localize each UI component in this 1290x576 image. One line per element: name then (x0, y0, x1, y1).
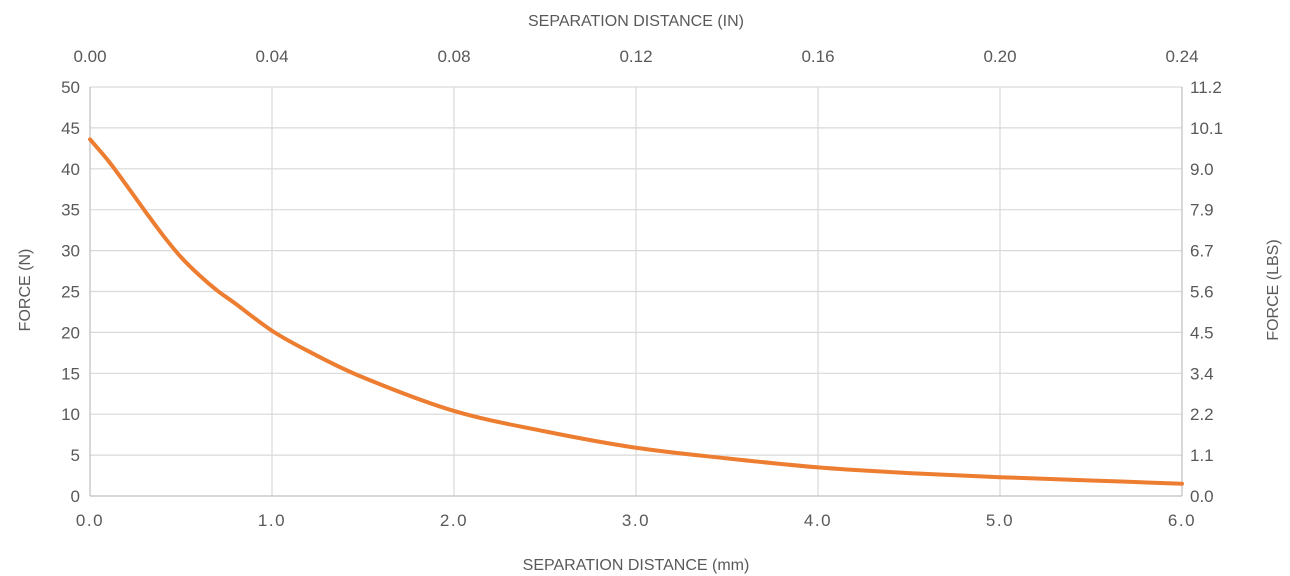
left-tick-label: 40 (61, 160, 80, 179)
left-axis-title: FORCE (N) (17, 249, 34, 332)
bottom-axis-title: SEPARATION DISTANCE (mm) (523, 557, 750, 574)
axes (89, 87, 1183, 497)
left-tick-label: 25 (61, 283, 80, 302)
bottom-tick-label: 0.0 (76, 511, 104, 530)
right-tick-label: 0.0 (1190, 487, 1214, 506)
right-tick-label: 7.9 (1190, 201, 1214, 220)
bottom-tick-label: 4.0 (804, 511, 832, 530)
bottom-tick-label: 6.0 (1168, 511, 1196, 530)
left-tick-label: 20 (61, 323, 80, 342)
right-axis-title: FORCE (LBS) (1265, 239, 1282, 340)
right-tick-label: 11.2 (1190, 78, 1222, 97)
right-tick-label: 1.1 (1190, 446, 1214, 465)
left-tick-label: 0 (71, 487, 80, 506)
left-tick-label: 50 (61, 78, 80, 97)
top-tick-label: 0.16 (801, 47, 834, 66)
left-tick-label: 5 (71, 446, 80, 465)
top-tick-label: 0.04 (255, 47, 288, 66)
bottom-tick-label: 1.0 (258, 511, 286, 530)
top-tick-label: 0.24 (1165, 47, 1198, 66)
left-tick-label: 15 (61, 364, 80, 383)
right-tick-label: 9.0 (1190, 160, 1214, 179)
right-tick-label: 10.1 (1190, 119, 1223, 138)
left-tick-label: 10 (61, 405, 80, 424)
force-series-line (88, 137, 1184, 486)
left-tick-label: 30 (61, 242, 80, 261)
gridlines (90, 86, 1182, 496)
top-tick-label: 0.12 (619, 47, 652, 66)
right-tick-label: 4.5 (1190, 323, 1214, 342)
top-tick-label: 0.20 (983, 47, 1016, 66)
left-tick-label: 35 (61, 201, 80, 220)
right-tick-label: 6.7 (1190, 242, 1214, 261)
bottom-tick-label: 2.0 (440, 511, 468, 530)
top-tick-label: 0.00 (73, 47, 106, 66)
series-layer (88, 137, 1184, 486)
bottom-tick-label: 5.0 (986, 511, 1014, 530)
tick-labels: 0 5 10 15 20 25 30 35 40 45 50 0.0 1.1 2.2 3.4 4.5 5.6 6.… (61, 47, 1223, 530)
left-tick-label: 45 (61, 119, 80, 138)
right-tick-label: 2.2 (1190, 405, 1214, 424)
bottom-tick-label: 3.0 (622, 511, 650, 530)
right-tick-label: 5.6 (1190, 283, 1214, 302)
right-tick-label: 3.4 (1190, 364, 1214, 383)
top-axis-title: SEPARATION DISTANCE (IN) (528, 13, 744, 30)
top-tick-label: 0.08 (437, 47, 470, 66)
